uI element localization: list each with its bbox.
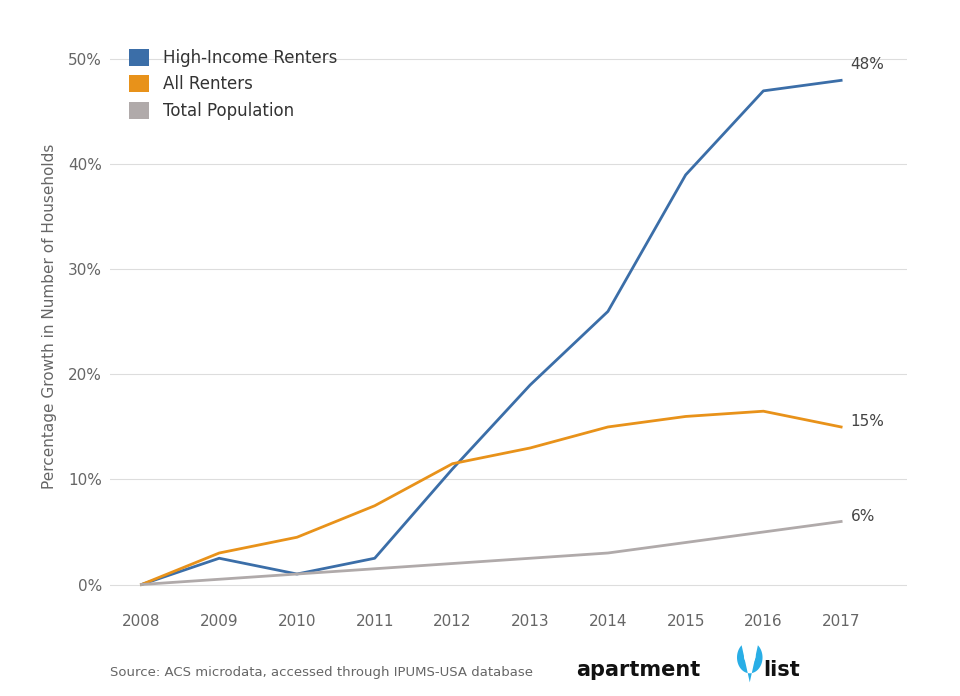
Legend: High-Income Renters, All Renters, Total Population: High-Income Renters, All Renters, Total … [123,42,344,127]
Y-axis label: Percentage Growth in Number of Households: Percentage Growth in Number of Household… [42,144,57,489]
PathPatch shape [737,645,762,682]
Circle shape [745,650,755,663]
Text: apartment: apartment [576,660,700,679]
Text: 6%: 6% [851,509,875,524]
Text: list: list [763,660,800,679]
Text: Source: ACS microdata, accessed through IPUMS-USA database: Source: ACS microdata, accessed through … [110,665,534,679]
Text: 15%: 15% [851,414,884,429]
Text: 48%: 48% [851,57,884,72]
